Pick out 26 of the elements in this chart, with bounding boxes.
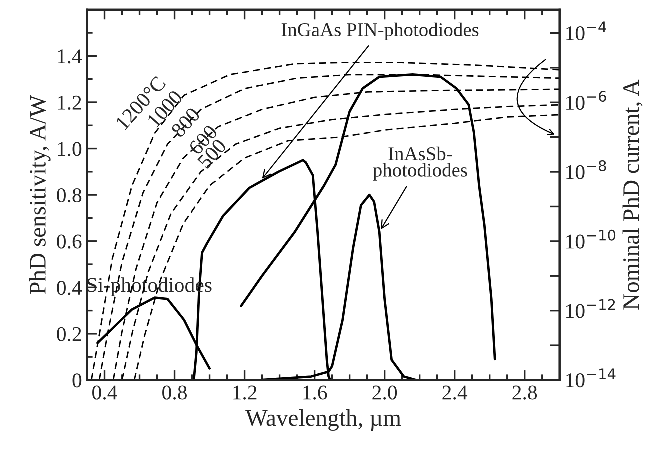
x-tick-label: 1.6 (304, 386, 328, 400)
y-axis-title: PhD sensitivity, A/W (29, 95, 51, 294)
y-tick-label: 0.8 (57, 188, 82, 203)
x-tick-label: 0.4 (92, 386, 118, 400)
y-tick-label: 1.4 (58, 50, 82, 64)
x-tick-label: 2.4 (442, 386, 468, 400)
x-tick-label: 2.0 (372, 386, 398, 400)
y2-tick-label: 10$^{−6}$ (566, 91, 606, 110)
x-tick-label: 2.8 (512, 386, 538, 400)
y2-tick-label: 10$^{−8}$ (566, 160, 606, 180)
y2-tick-label: 10$^{−10}$ (566, 230, 616, 249)
x-axis-title: Wavelength, µm (246, 410, 402, 432)
x-tick-label: 1.2 (234, 386, 257, 400)
y-tick-label: 1.2 (58, 96, 82, 110)
y-tick-label: 1.0 (58, 142, 82, 156)
x-tick-label: 0.8 (162, 386, 187, 400)
y2-axis-title: Nominal PhD current, A (622, 80, 643, 310)
annotation: InGaAs PIN-photodiodes (282, 22, 479, 40)
y2-tick-label: 10$^{−12}$ (566, 299, 616, 318)
y-tick-label: 0.4 (57, 281, 82, 296)
y-tick-label: 0.6 (57, 234, 82, 249)
y-tick-label: 0.2 (57, 327, 82, 342)
y-tick-label: 0 (72, 374, 82, 388)
annotation: InAsSb- photodiodes (373, 146, 468, 181)
y2-tick-label: 10$^{−4}$ (566, 22, 606, 41)
y2-tick-label: 10$^{−14}$ (566, 368, 616, 388)
